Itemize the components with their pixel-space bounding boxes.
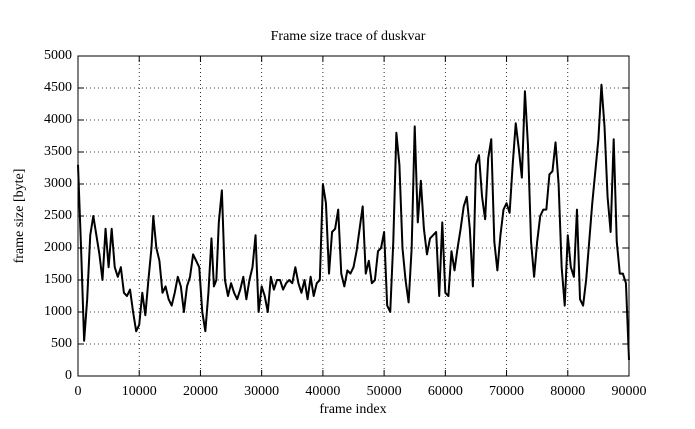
x-tick-label: 60000 [428,384,463,399]
y-tick-label: 4500 [44,80,72,95]
x-tick-label: 0 [75,384,82,399]
y-tick-label: 5000 [44,48,72,63]
y-tick-label: 3500 [44,144,72,159]
y-axis-label: frame size [byte] [12,169,27,264]
y-tick-label: 3000 [44,176,72,191]
y-tick-label: 0 [65,368,72,383]
x-tick-label: 50000 [367,384,402,399]
y-tick-label: 500 [51,336,72,351]
plot-frame [77,55,630,377]
data-line [77,83,630,361]
y-tick-label: 2500 [44,208,72,223]
x-tick-label: 30000 [244,384,279,399]
chart-title: Frame size trace of duskvar [271,29,426,44]
x-tick-label: 40000 [305,384,340,399]
x-axis-label: frame index [319,402,386,417]
x-tick-label: 10000 [122,384,157,399]
x-tick-label: 70000 [489,384,524,399]
y-tick-label: 1000 [44,304,72,319]
x-tick-label: 90000 [612,384,647,399]
x-tick-label: 80000 [550,384,585,399]
y-tick-label: 2000 [44,240,72,255]
y-tick-label: 1500 [44,272,72,287]
x-tick-label: 20000 [183,384,218,399]
y-tick-label: 4000 [44,112,72,127]
